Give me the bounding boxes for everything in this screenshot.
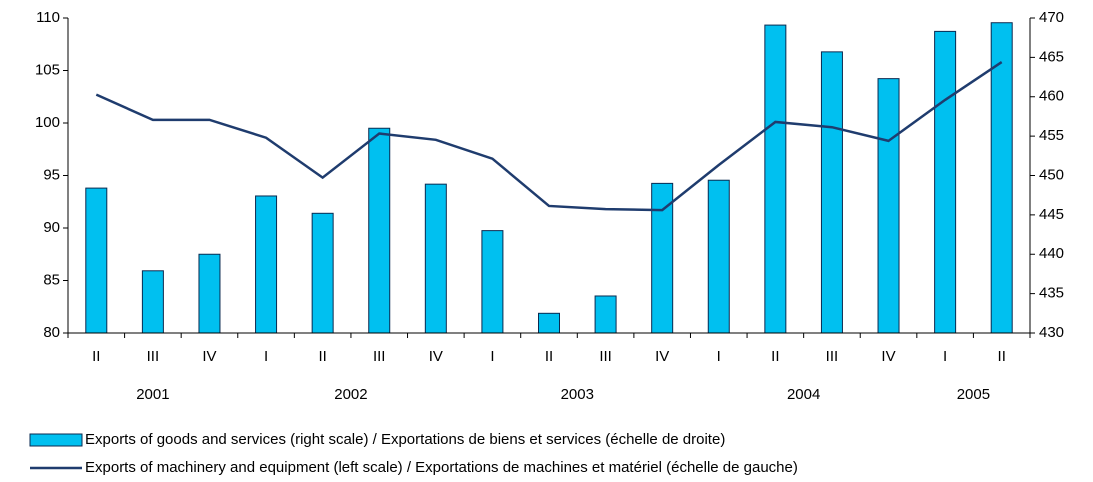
bar [311, 212, 334, 334]
y-tick-label: 80 [43, 324, 60, 341]
bar [764, 24, 787, 334]
y-tick-label: 90 [43, 219, 60, 236]
y2-tick-label: 465 [1039, 48, 1064, 65]
x-tick-label: I [943, 348, 947, 365]
bar [877, 78, 900, 334]
legend-swatch [29, 433, 83, 447]
year-label: 2005 [957, 386, 990, 403]
x-tick-label: I [490, 348, 494, 365]
x-tick-label: I [264, 348, 268, 365]
x-tick-label: IV [429, 348, 443, 365]
y2-tick-label: 455 [1039, 127, 1064, 144]
x-tick-label: II [771, 348, 779, 365]
bar [424, 183, 447, 334]
x-tick-label: I [717, 348, 721, 365]
y2-tick-label: 445 [1039, 206, 1064, 223]
y2-tick-label: 435 [1039, 285, 1064, 302]
x-tick-label: II [545, 348, 553, 365]
bar [141, 270, 164, 334]
bar [481, 230, 504, 334]
year-label: 2002 [334, 386, 367, 403]
y2-tick-label: 430 [1039, 324, 1064, 341]
year-label: 2001 [136, 386, 169, 403]
y-tick-label: 95 [43, 166, 60, 183]
line [95, 61, 1003, 212]
x-tick-label: II [998, 348, 1006, 365]
x-tick-label: III [373, 348, 386, 365]
x-tick-label: III [599, 348, 612, 365]
bar [85, 187, 108, 334]
x-tick-label: III [826, 348, 839, 365]
bar [707, 179, 730, 334]
legend-label: Exports of machinery and equipment (left… [85, 459, 798, 476]
y2-tick-label: 450 [1039, 166, 1064, 183]
bar [934, 30, 957, 334]
x-tick-label: IV [881, 348, 895, 365]
bar [255, 195, 278, 334]
bar [538, 312, 560, 334]
x-tick-label: II [318, 348, 326, 365]
year-label: 2003 [561, 386, 594, 403]
legend-label: Exports of goods and services (right sca… [85, 431, 725, 448]
y-tick-label: 100 [35, 114, 60, 131]
y-tick-label: 85 [43, 271, 60, 288]
bar [990, 22, 1013, 334]
y-tick-label: 105 [35, 61, 60, 78]
y-tick-label: 110 [36, 9, 60, 26]
bar [820, 51, 843, 334]
bar [198, 253, 221, 334]
x-tick-label: II [92, 348, 100, 365]
y2-tick-label: 460 [1039, 88, 1064, 105]
year-label: 2004 [787, 386, 820, 403]
bar [368, 127, 391, 334]
y2-tick-label: 470 [1039, 9, 1064, 26]
bar [594, 295, 617, 334]
x-tick-label: III [147, 348, 160, 365]
x-tick-label: IV [655, 348, 669, 365]
y2-tick-label: 440 [1039, 245, 1064, 262]
x-tick-label: IV [202, 348, 216, 365]
